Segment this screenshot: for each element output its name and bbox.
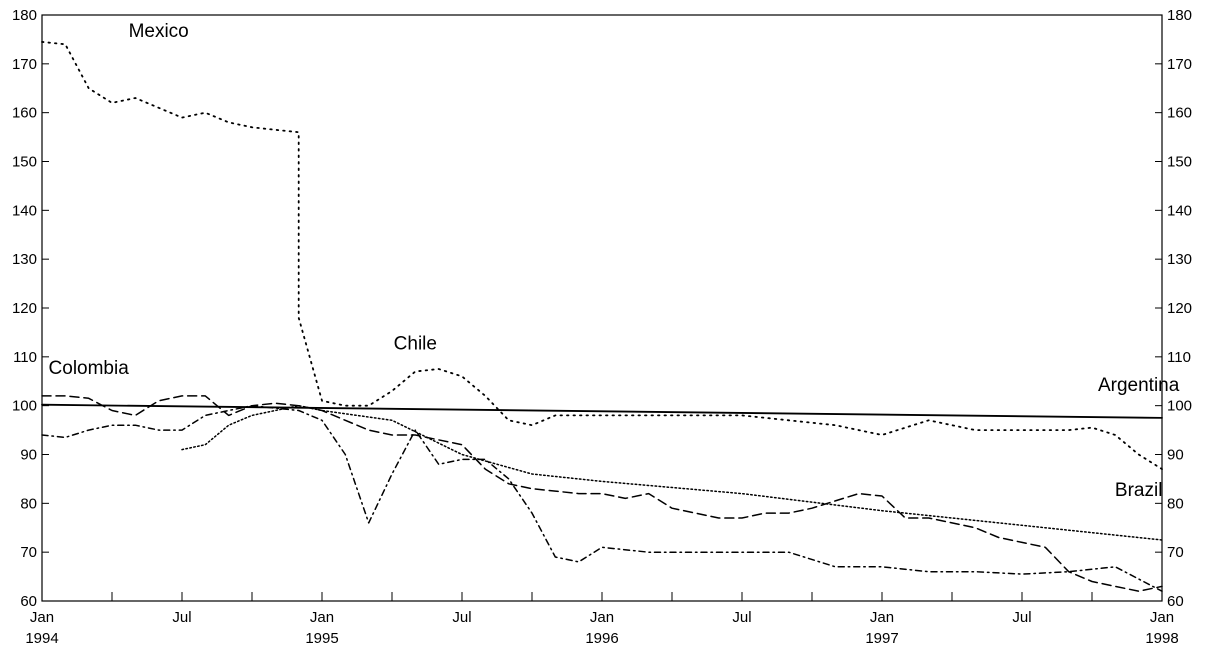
series-lines xyxy=(41,41,1163,592)
y-tick-label-left: 70 xyxy=(20,544,37,561)
y-tick-label-right: 150 xyxy=(1167,154,1192,171)
y-tick-label-left: 140 xyxy=(12,202,37,219)
y-tick-label-right: 180 xyxy=(1167,7,1192,24)
x-tick-label-year: 1998 xyxy=(1145,630,1178,647)
y-tick-label-left: 180 xyxy=(12,7,37,24)
x-tick-label: Jan xyxy=(310,609,334,626)
y-tick-label-left: 100 xyxy=(12,398,37,415)
y-tick-label-right: 140 xyxy=(1167,202,1192,219)
axes: 60 60 70 70 80 80 90 90 100 100 110 110 120 120 130 130… xyxy=(12,7,1192,647)
y-tick-label-right: 70 xyxy=(1167,544,1184,561)
y-tick-label-right: 100 xyxy=(1167,398,1192,415)
series-line-brazil xyxy=(181,404,1163,541)
x-tick-label-year: 1997 xyxy=(865,630,898,647)
y-tick-label-right: 60 xyxy=(1167,593,1184,610)
x-tick-label-year: 1994 xyxy=(25,630,58,647)
y-tick-label-right: 120 xyxy=(1167,300,1192,317)
x-tick-label: Jul xyxy=(452,609,471,626)
series-label-argentina: Argentina xyxy=(1098,375,1180,396)
y-tick-label-right: 130 xyxy=(1167,251,1192,268)
y-tick-label-right: 170 xyxy=(1167,56,1192,73)
y-tick-label-left: 110 xyxy=(13,349,37,366)
series-line-argentina xyxy=(41,403,1163,419)
y-tick-label-right: 80 xyxy=(1167,495,1184,512)
x-tick-label: Jul xyxy=(1012,609,1031,626)
series-label-colombia: Colombia xyxy=(49,358,130,379)
y-tick-label-right: 160 xyxy=(1167,105,1192,122)
x-tick-label-year: 1995 xyxy=(305,630,338,647)
y-tick-label-right: 90 xyxy=(1167,447,1184,464)
series-label-brazil: Brazil xyxy=(1115,480,1163,501)
x-tick-label: Jul xyxy=(732,609,751,626)
x-tick-label-year: 1996 xyxy=(585,630,618,647)
y-tick-label-left: 160 xyxy=(12,105,37,122)
series-label-mexico: Mexico xyxy=(129,21,189,42)
series-line-mexico xyxy=(41,41,1163,471)
x-tick-label: Jul xyxy=(172,609,191,626)
y-tick-label-right: 110 xyxy=(1167,349,1191,366)
x-tick-label: Jan xyxy=(870,609,894,626)
series-line-colombia xyxy=(41,404,1163,592)
y-tick-label-left: 60 xyxy=(20,593,37,610)
y-tick-label-left: 90 xyxy=(20,447,37,464)
x-tick-label: Jan xyxy=(590,609,614,626)
y-tick-label-left: 130 xyxy=(12,251,37,268)
y-tick-label-left: 150 xyxy=(12,154,37,171)
series-annotations: Mexico Chile Colombia Argentina Brazil xyxy=(49,21,1180,501)
x-tick-label: Jan xyxy=(1150,609,1174,626)
series-line-chile xyxy=(41,395,1163,592)
series-label-chile: Chile xyxy=(394,334,437,355)
y-tick-label-left: 80 xyxy=(20,495,37,512)
y-tick-label-left: 170 xyxy=(12,56,37,73)
plot-frame xyxy=(41,14,1163,602)
x-tick-label: Jan xyxy=(30,609,54,626)
y-tick-label-left: 120 xyxy=(12,300,37,317)
